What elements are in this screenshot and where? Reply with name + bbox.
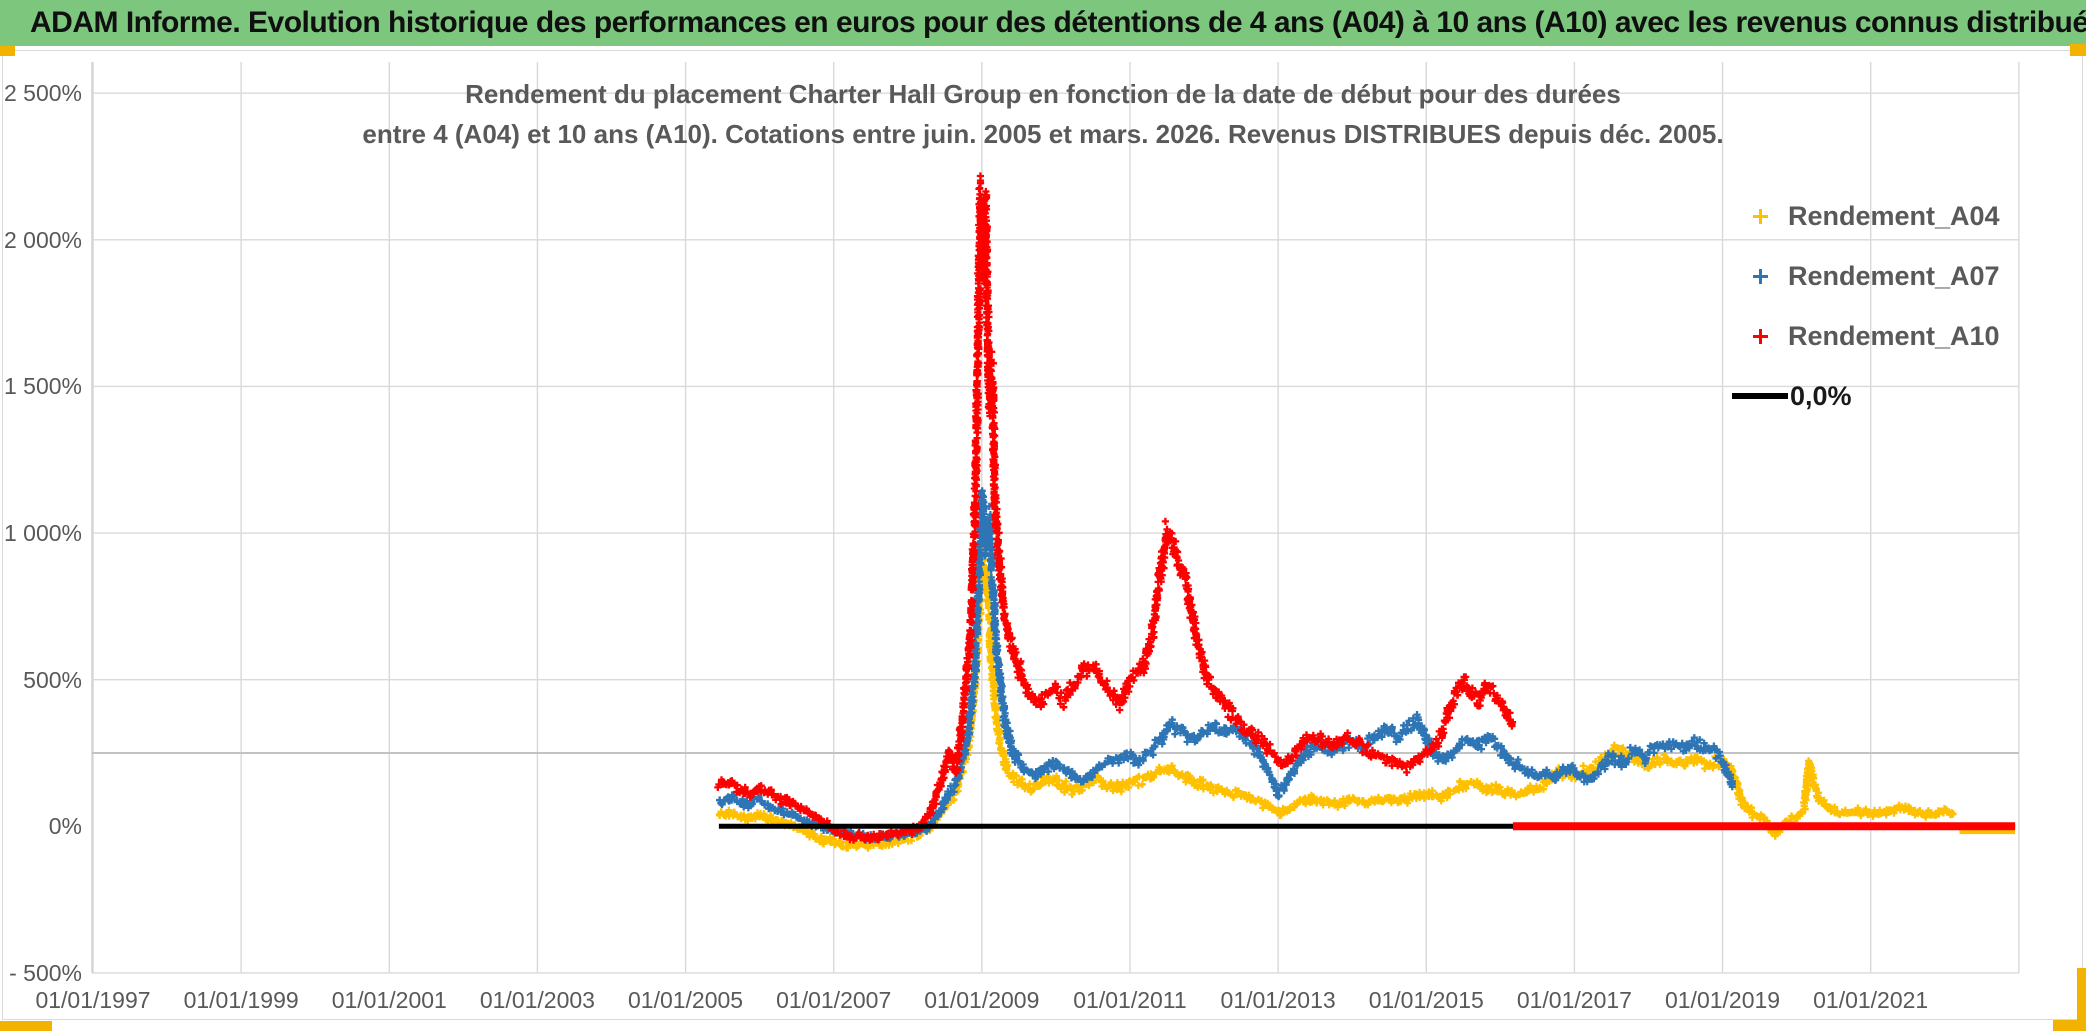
selection-handle-right-edge [2077,968,2086,1031]
x-axis-tick-label: 01/01/1997 [35,987,151,1013]
legend-item-rendement-a07: Rendement_A07 [1732,246,2062,306]
report-title-bar: ADAM Informe. Evolution historique des p… [0,0,2086,46]
x-axis-tick-label: 01/01/2009 [924,987,1040,1013]
zero-line-swatch [1732,393,1788,399]
x-axis-tick-label: 01/01/2021 [1813,987,1929,1013]
legend-item-zero-line: 0,0% [1732,366,2062,426]
x-axis-tick-label: 01/01/2007 [776,987,892,1013]
x-axis-tick-label: 01/01/2005 [627,987,744,1013]
legend-label-a07: Rendement_A07 [1788,260,2000,291]
x-axis-tick-label: 01/01/2017 [1516,987,1632,1013]
x-axis-tick-label: 01/01/2001 [331,987,447,1013]
y-axis-tick-label: 1 500% [3,373,82,400]
x-axis-tick-label: 01/01/2015 [1368,987,1484,1013]
x-axis-tick-label: 01/01/2019 [1664,987,1781,1013]
legend-marker-a04 [1732,208,1788,224]
x-axis-tick-label: 01/01/2013 [1220,987,1336,1013]
selection-handle-bottom-left [0,1021,52,1031]
selection-handle-top-left [0,46,15,56]
legend-marker-a10 [1732,328,1788,344]
chart-title-line1: Rendement du placement Charter Hall Grou… [465,79,1621,109]
y-axis-tick-label: 0% [48,813,82,840]
chart-title-line2: entre 4 (A04) et 10 ans (A10). Cotations… [362,119,1724,149]
legend-label-zero: 0,0% [1790,380,1852,411]
legend-label-a10: Rendement_A10 [1788,320,2000,351]
y-axis-tick-label: 500% [23,666,82,693]
legend-item-rendement-a10: Rendement_A10 [1732,306,2062,366]
y-axis-tick-label: 1 000% [3,520,82,547]
y-axis-tick-label: - 500% [9,959,82,986]
x-axis-tick-label: 01/01/2011 [1073,987,1187,1013]
legend: Rendement_A04 Rendement_A07 Rendement_A1… [1732,186,2062,426]
selection-handle-top-right [2070,44,2086,56]
x-axis-tick-label: 01/01/1999 [183,987,299,1013]
plus-marker-icon [1752,268,1768,284]
plus-marker-icon [1752,208,1768,224]
report-title: ADAM Informe. Evolution historique des p… [30,6,2086,39]
selection-handle-bottom-right [2053,1020,2086,1031]
legend-marker-a07 [1732,268,1788,284]
chart-title: Rendement du placement Charter Hall Grou… [0,74,2086,154]
legend-label-a04: Rendement_A04 [1788,200,2000,231]
plus-marker-icon [1752,328,1768,344]
y-axis-tick-label: 2 500% [3,80,82,107]
legend-item-rendement-a04: Rendement_A04 [1732,186,2062,246]
x-axis-tick-label: 01/01/2003 [479,987,595,1013]
y-axis-tick-label: 2 000% [3,226,82,253]
